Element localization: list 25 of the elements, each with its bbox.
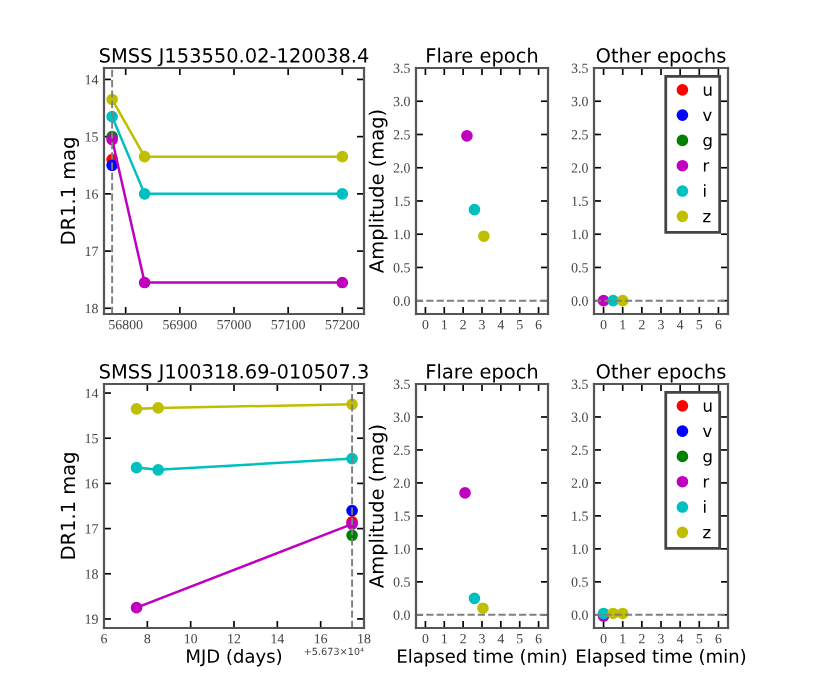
y-axis-title: DR1.1 mag [60,453,79,559]
x-axis-title: Elapsed time (min) [398,648,567,667]
legend-label: z [703,529,711,539]
legend-label: v [702,111,712,121]
chart-title: Other epochs [596,47,726,67]
x-axis-title: MJD (days) [187,648,282,667]
legend-label: r [703,478,710,488]
legend-label: i [703,184,706,197]
y-axis-title: Amplitude (mag) [368,425,388,588]
legend-label: g [703,136,712,150]
chart-title: Flare epoch [427,47,538,67]
legend-label: u [703,402,712,412]
x-axis-title: Elapsed time (min) [577,648,746,667]
y-axis-title: Amplitude (mag) [368,110,388,273]
legend-label: z [703,213,711,223]
chart-title: Other epochs [596,363,726,383]
legend-label: u [703,86,712,96]
legend-label: r [703,162,710,172]
legend-label: v [702,427,712,437]
chart-title: SMSS J100318.69-010507.3 [99,364,368,383]
y-axis-title: DR1.1 mag [60,138,79,244]
legend-label: g [703,452,712,466]
chart-title: SMSS J153550.02-120038.4 [99,48,369,67]
chart-title: Flare epoch [427,363,538,383]
legend-label: i [703,500,706,513]
